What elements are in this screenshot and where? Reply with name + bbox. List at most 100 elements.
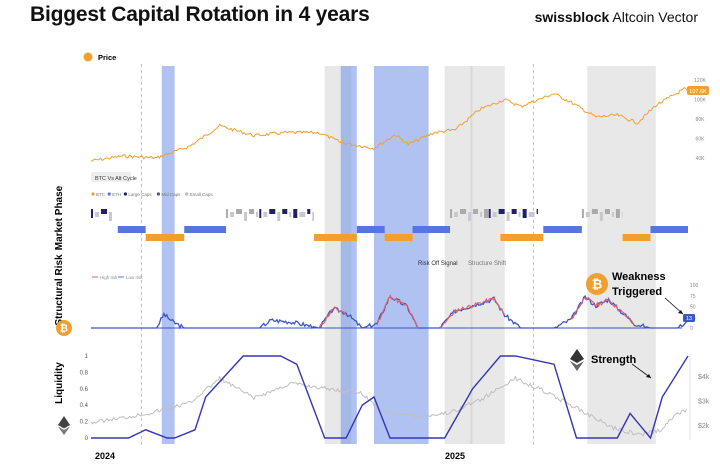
phase-segment xyxy=(95,212,99,217)
highlight-bands xyxy=(161,66,656,444)
phase-segment xyxy=(356,226,385,233)
phase-segment xyxy=(101,209,107,214)
phase-legend-label: BTC xyxy=(96,192,106,197)
highlight-band xyxy=(470,66,505,444)
bitcoin-icon xyxy=(56,320,72,336)
bitcoin-icon-glyph: ₿ xyxy=(592,277,603,292)
phase-legend-swatch xyxy=(107,192,111,196)
liquidity-left-axis: 1 0.8 0.6 0.4 0.2 0 xyxy=(80,354,89,442)
phase-segment xyxy=(230,212,235,217)
risk-high-segment xyxy=(389,294,408,306)
brand-logo: swissblock Altcoin Vector xyxy=(535,9,698,25)
market-phase-title: Market Phase xyxy=(54,185,65,250)
phase-legend-swatch xyxy=(91,192,95,196)
phase-segment xyxy=(109,212,112,221)
phase-segment xyxy=(312,212,314,221)
phase-segment xyxy=(488,209,491,218)
phase-segment xyxy=(226,209,229,218)
strength-arrow-head xyxy=(646,374,651,378)
phase-segment xyxy=(506,212,510,221)
ethereum-icon-top xyxy=(58,416,70,429)
phase-segment xyxy=(460,209,467,214)
phase-segment xyxy=(249,209,255,214)
phase-segment xyxy=(277,212,281,221)
phase-segment xyxy=(289,212,292,217)
phase-segment xyxy=(473,209,479,214)
liquidity-left-label: 0 xyxy=(85,436,89,442)
risk-high-segment xyxy=(595,298,610,308)
phase-legend-swatch xyxy=(156,192,160,196)
phase-segment xyxy=(468,212,472,221)
phase-segment xyxy=(650,226,688,233)
phase-segment xyxy=(621,212,623,217)
phase-segment xyxy=(244,212,248,221)
ethereum-icon xyxy=(570,349,584,371)
phase-legend-label: Mid Caps xyxy=(161,192,181,197)
brand-product: Altcoin Vector xyxy=(609,9,698,25)
x-tick-2024: 2024 xyxy=(95,451,115,461)
weakness-callout-line2: Triggered xyxy=(612,286,662,298)
liquidity-right-label: $3k xyxy=(698,399,710,406)
risk-current-tag: 13 xyxy=(683,314,695,322)
phase-legend-label: ETH xyxy=(112,192,121,197)
price-axis-label: 60K xyxy=(696,137,706,143)
risk-high-segment xyxy=(619,309,635,326)
highlight-band xyxy=(373,66,429,444)
price-axis-label: 120K xyxy=(694,78,706,84)
risk-high-segment xyxy=(493,297,506,316)
phase-legend-swatch xyxy=(123,192,127,196)
eth-price-line xyxy=(90,375,687,437)
risk-high-segment xyxy=(454,302,477,314)
ethereum-icon xyxy=(58,416,70,435)
market-phase-title-text: Market Phase xyxy=(54,185,65,250)
phase-segment xyxy=(91,209,93,218)
page-title: Biggest Capital Rotation in 4 years xyxy=(30,3,370,26)
phase-segment xyxy=(622,234,651,241)
phase-legend: BTC ETH Large Caps Mid Caps Small Caps xyxy=(91,192,213,197)
price-current-box xyxy=(687,86,709,95)
liquidity-left-label: 0.8 xyxy=(80,370,89,376)
structural-risk-title-text: Structural Risk xyxy=(54,254,65,326)
risk-axis: 1007550250 xyxy=(690,283,699,332)
phase-segment xyxy=(591,209,598,214)
phase-segment xyxy=(307,209,311,214)
phase-segment xyxy=(184,226,227,233)
phase-segment xyxy=(599,212,603,221)
liquidity-left-label: 1 xyxy=(85,354,89,360)
liquidity-left-label: 0.6 xyxy=(80,387,89,393)
risk-axis-label: 0 xyxy=(690,326,693,332)
phase-segment xyxy=(450,209,453,218)
ethereum-icon-top xyxy=(570,349,584,363)
weakness-callout-line1: Weakness xyxy=(612,271,666,283)
risk-current-box xyxy=(683,314,695,322)
cycle-label: BTC Vs Alt Cycle xyxy=(95,176,137,182)
risk-high-segments xyxy=(318,294,635,329)
structure-shift-annotation: Structure Shift xyxy=(468,261,506,267)
phase-segment xyxy=(585,212,590,217)
weakness-callout: ₿ Weakness Triggered xyxy=(586,271,684,315)
price-axis: 120K 100K 80K 60K 40K xyxy=(694,78,706,162)
phase-segment xyxy=(282,209,288,214)
strength-callout: Strength xyxy=(570,349,652,379)
strength-callout-text: Strength xyxy=(591,354,637,366)
liquidity-title-text: Liquidity xyxy=(54,362,65,404)
bitcoin-icon-glyph: ₿ xyxy=(60,323,68,335)
ethereum-icon-bottom xyxy=(58,426,70,435)
risk-high-segment xyxy=(333,307,347,315)
risk-high-segment xyxy=(608,300,620,312)
structural-risk-title: Structural Risk xyxy=(54,254,65,326)
highlight-band xyxy=(340,66,357,444)
phase-segment xyxy=(263,212,268,217)
phase-legend-swatch xyxy=(185,192,189,196)
risk-legend: High risk Low risk xyxy=(92,275,143,280)
phase-segment xyxy=(604,209,610,214)
risk-current-label: 13 xyxy=(686,316,692,322)
price-legend: Price xyxy=(83,52,116,62)
phase-segment xyxy=(528,212,535,217)
phase-segments xyxy=(91,209,688,241)
risk-legend-low: Low risk xyxy=(126,275,143,280)
phase-segment xyxy=(500,234,544,241)
price-current-tag: 107.6K xyxy=(687,86,709,95)
brand-bold: swissblock xyxy=(534,9,610,25)
